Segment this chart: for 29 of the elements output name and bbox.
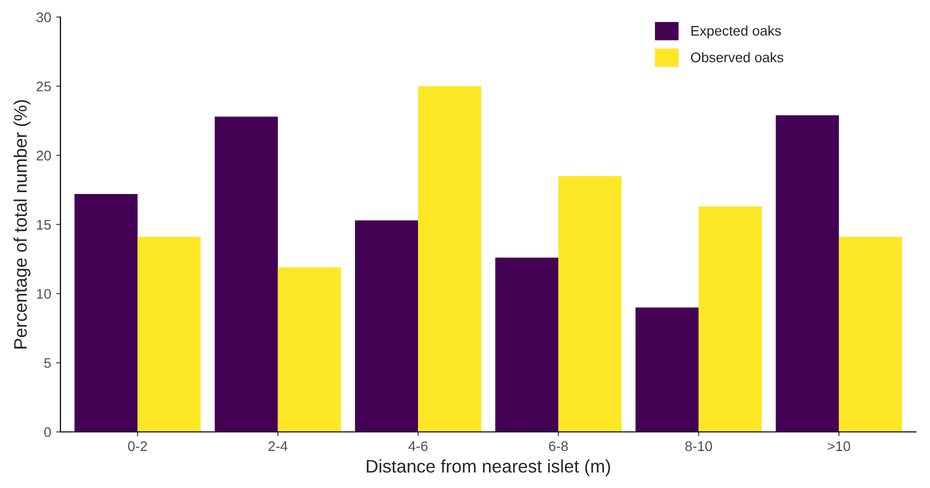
bar	[838, 236, 902, 432]
y-tick-label: 15	[37, 220, 51, 230]
bar	[698, 206, 762, 432]
x-tick-label: 6-8	[549, 441, 568, 452]
bar	[355, 220, 418, 432]
legend-label: Observed oaks	[691, 52, 784, 62]
bar	[278, 267, 341, 432]
bar	[138, 236, 201, 432]
bar	[214, 116, 278, 432]
y-tick-label: 30	[36, 12, 51, 22]
bar	[776, 115, 839, 432]
y-tick-label: 5	[44, 358, 51, 368]
x-tick-label: 0-2	[128, 441, 147, 452]
x-tick-label: 4-6	[408, 441, 428, 452]
bar	[418, 86, 482, 432]
y-tick-label: 25	[36, 82, 51, 92]
y-axis-title: Percentage of total number (%)	[14, 100, 30, 348]
x-tick-label: 2-4	[268, 441, 288, 451]
x-tick-label: >10	[828, 441, 850, 452]
x-tick-label: 8-10	[685, 441, 712, 452]
y-tick-label: 10	[37, 288, 51, 299]
y-tick-label: 20	[36, 150, 51, 161]
bar	[74, 194, 138, 432]
legend-label: Expected oaks	[692, 26, 781, 38]
x-axis-title: Distance from nearest islet (m)	[366, 459, 610, 476]
bar	[495, 258, 558, 432]
bar	[636, 307, 699, 432]
y-tick-label: 0	[44, 427, 51, 438]
bar	[558, 176, 622, 432]
